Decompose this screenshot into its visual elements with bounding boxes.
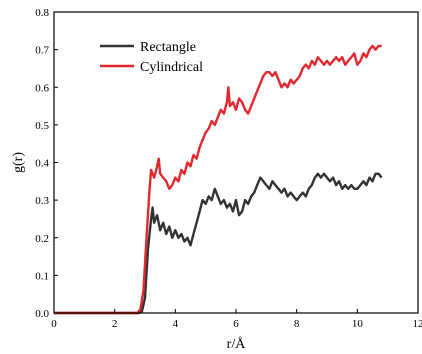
x-tick-label: 4	[173, 318, 179, 330]
y-tick-label: 0.0	[35, 308, 49, 320]
legend-label-rectangle: Rectangle	[140, 40, 196, 55]
x-tick-label: 10	[352, 318, 364, 330]
y-tick-label: 0.2	[35, 233, 49, 245]
series-layer	[54, 44, 383, 315]
x-tick-label: 8	[294, 318, 300, 330]
y-tick-label: 0.8	[35, 7, 49, 19]
x-tick-label: 2	[112, 318, 118, 330]
y-tick-label: 0.6	[35, 82, 49, 94]
y-axis-label: g(r)	[11, 152, 26, 173]
plot-area: 0 2 4 6 8 10 12 0.0 0.1 0.2 0.3 0.4 0.5 0.6 0.7 0.8 Rec…	[35, 7, 422, 330]
y-tick-label: 0.3	[35, 195, 49, 207]
x-tick-label: 12	[413, 318, 422, 330]
y-tick-label: 0.7	[35, 45, 49, 57]
legend-label-cylindrical: Cylindrical	[140, 60, 203, 75]
y-tick-label: 0.5	[35, 120, 49, 132]
legend: Rectangle Cylindrical	[100, 40, 203, 75]
series-line-rectangle	[54, 172, 383, 315]
x-tick-label: 0	[51, 318, 57, 330]
x-axis-label: r/Å	[227, 336, 247, 352]
ticks-layer: 0 2 4 6 8 10 12 0.0 0.1 0.2 0.3 0.4 0.5 0.6 0.7 0.8	[35, 7, 422, 330]
series-line-cylindrical	[54, 44, 382, 315]
x-tick-label: 6	[233, 318, 239, 330]
y-tick-label: 0.1	[35, 270, 49, 282]
y-tick-label: 0.4	[35, 158, 49, 170]
